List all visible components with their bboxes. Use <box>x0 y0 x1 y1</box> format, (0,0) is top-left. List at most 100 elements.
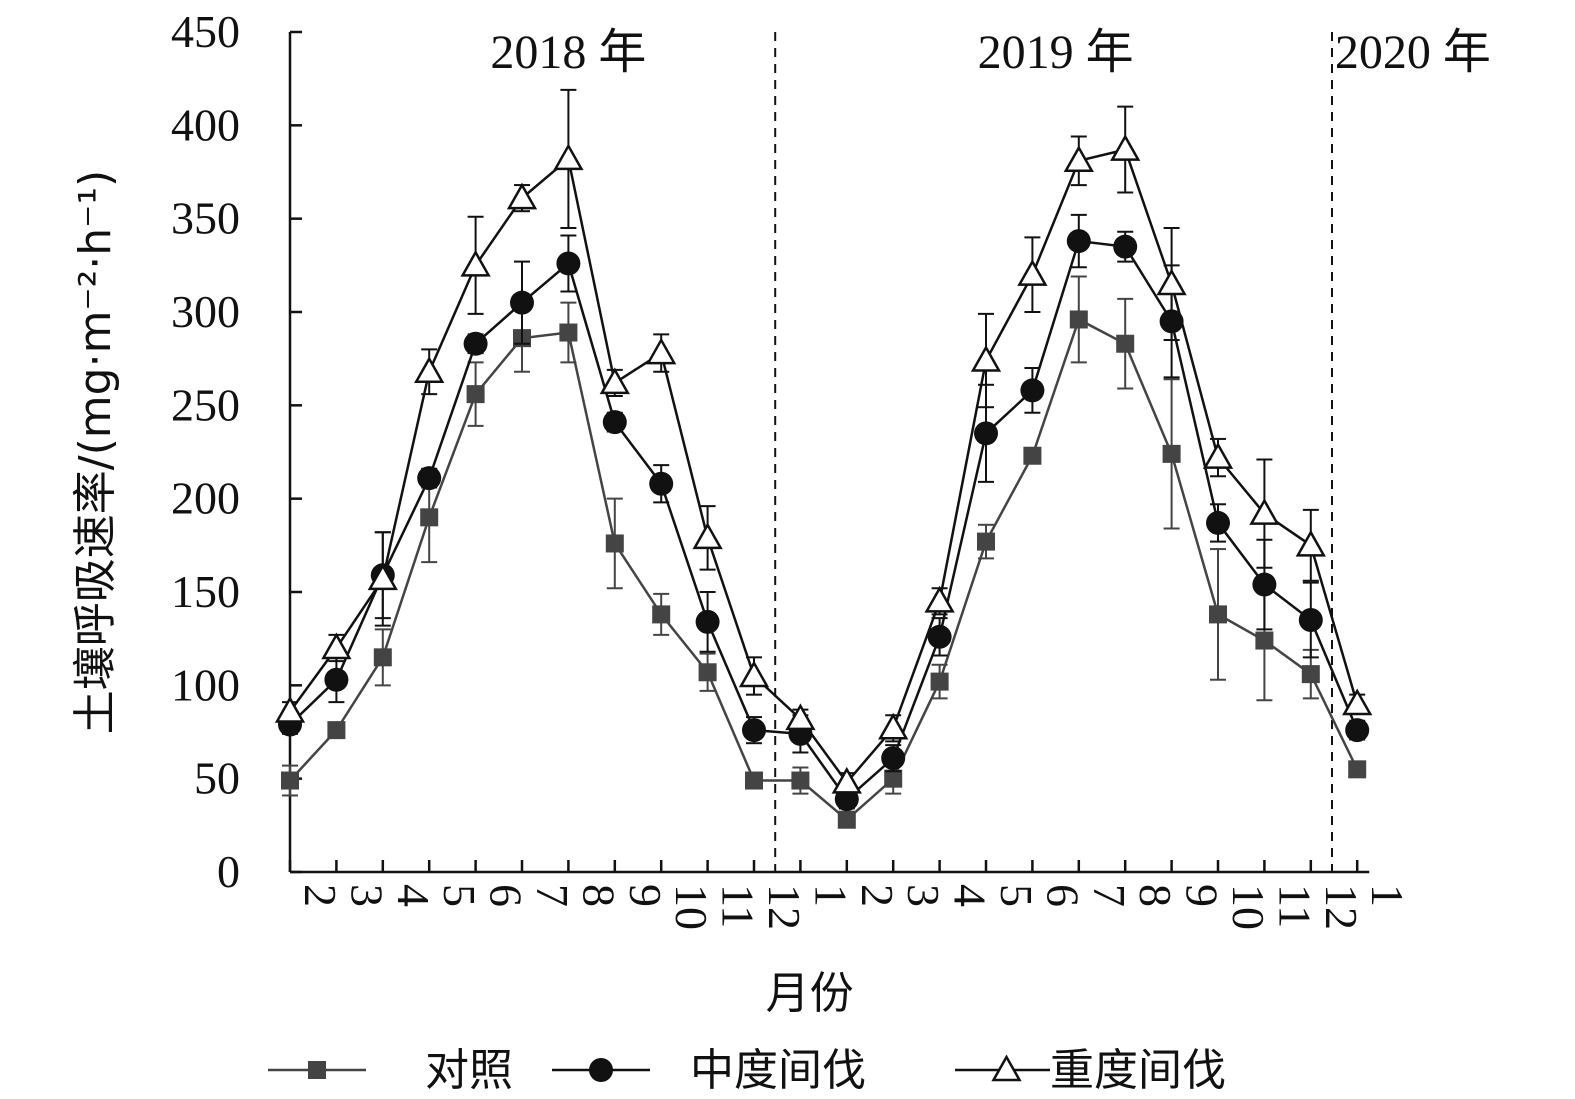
y-tick-label: 250 <box>171 379 240 430</box>
x-tick-label: 5 <box>434 884 485 907</box>
heavy-point <box>646 337 677 365</box>
x-tick-label: 7 <box>527 884 578 907</box>
legend-heavy-marker <box>991 1054 1022 1082</box>
y-tick-label: 450 <box>171 6 240 57</box>
heavy-point <box>1063 145 1094 173</box>
heavy-point <box>692 522 723 550</box>
moderate-point <box>974 421 998 446</box>
heavy-point <box>970 344 1002 372</box>
x-tick-label: 10 <box>1223 884 1274 930</box>
y-tick-label: 150 <box>171 566 240 617</box>
x-tick-label: 8 <box>1130 884 1181 907</box>
x-tick-label: 12 <box>1316 884 1367 930</box>
x-tick-label: 10 <box>666 884 717 930</box>
x-tick-label: 4 <box>945 884 996 907</box>
y-tick-label: 0 <box>217 846 240 897</box>
control-point <box>1209 605 1227 624</box>
control-point <box>977 532 995 551</box>
control-point <box>1116 334 1135 353</box>
y-axis-label: 土壤呼吸速率/(mg·m⁻²·h⁻¹) <box>70 170 121 734</box>
heavy-point <box>831 766 862 794</box>
control-point <box>884 769 903 788</box>
moderate-point <box>1298 608 1323 632</box>
x-tick-label: 1 <box>805 884 856 907</box>
moderate-point <box>927 624 952 649</box>
legend-control-label: 对照 <box>425 1045 513 1096</box>
heavy-point <box>1295 529 1326 557</box>
x-tick-label: 11 <box>1269 884 1320 928</box>
x-tick-label: 6 <box>1037 884 1088 907</box>
control-point <box>930 672 949 691</box>
x-tick-label: 3 <box>898 884 949 907</box>
control-point <box>559 323 578 342</box>
heavy-point <box>1156 268 1187 296</box>
heavy-point <box>553 143 584 171</box>
heavy-point <box>460 249 491 277</box>
moderate-point <box>556 251 581 276</box>
y-tick-label: 50 <box>194 753 240 804</box>
heavy-point <box>599 367 630 395</box>
heavy-point <box>367 563 398 591</box>
moderate-series-line <box>289 239 1359 802</box>
heavy-point <box>1202 442 1234 469</box>
control-point <box>420 508 439 527</box>
heavy-point <box>1110 134 1141 161</box>
x-tick-label: 4 <box>388 884 439 907</box>
x-tick-label: 8 <box>573 884 624 907</box>
control-point <box>281 771 299 790</box>
heavy-point <box>321 632 352 660</box>
control-point <box>698 663 717 682</box>
heavy-point <box>506 182 538 210</box>
moderate-point <box>463 331 488 356</box>
control-point <box>373 648 392 667</box>
moderate-point <box>695 609 720 634</box>
control-point <box>1023 446 1042 465</box>
moderate-point <box>1020 378 1045 403</box>
moderate-point <box>1206 510 1230 535</box>
heavy-point <box>785 703 816 731</box>
x-tick-label: 1 <box>1362 884 1413 907</box>
x-tick-label: 2 <box>295 884 346 907</box>
control-point <box>605 534 624 553</box>
x-tick-label: 6 <box>481 884 532 907</box>
legend-heavy-label: 重度间伐 <box>1050 1045 1226 1096</box>
control-point <box>745 771 763 790</box>
moderate-point <box>1113 234 1138 259</box>
moderate-point <box>649 471 674 496</box>
y-tick-label: 100 <box>171 659 240 710</box>
moderate-point <box>1252 572 1277 597</box>
control-point <box>1162 444 1181 463</box>
y-tick-label: 350 <box>171 193 240 244</box>
heavy-point <box>924 585 955 613</box>
legend-control-marker <box>308 1061 326 1079</box>
control-point <box>1255 631 1274 650</box>
x-tick-label: 2 <box>852 884 903 907</box>
x-tick-label: 5 <box>991 884 1042 907</box>
heavy-point <box>1017 259 1048 286</box>
year-label: 2018 年 <box>490 26 646 79</box>
x-axis-label: 月份 <box>766 968 854 1019</box>
y-tick-label: 300 <box>171 286 240 337</box>
legend-moderate-marker <box>589 1058 613 1082</box>
x-tick-label: 9 <box>620 884 671 907</box>
control-point <box>652 605 671 624</box>
x-tick-label: 11 <box>713 884 764 928</box>
moderate-point <box>324 667 349 692</box>
moderate-point <box>510 290 534 315</box>
legend-moderate-label: 中度间伐 <box>690 1045 866 1096</box>
control-point <box>1348 760 1367 779</box>
y-tick-label: 400 <box>171 99 240 150</box>
control-point <box>1301 665 1320 684</box>
moderate-point <box>1345 718 1370 743</box>
control-point <box>837 810 856 829</box>
control-series-line <box>289 317 1359 822</box>
heavy-point <box>878 712 909 740</box>
x-tick-label: 12 <box>759 884 810 930</box>
moderate-point <box>417 466 442 491</box>
control-point <box>327 721 346 740</box>
year-label: 2019 年 <box>978 26 1134 79</box>
heavy-point <box>738 660 770 688</box>
moderate-point <box>881 746 906 771</box>
